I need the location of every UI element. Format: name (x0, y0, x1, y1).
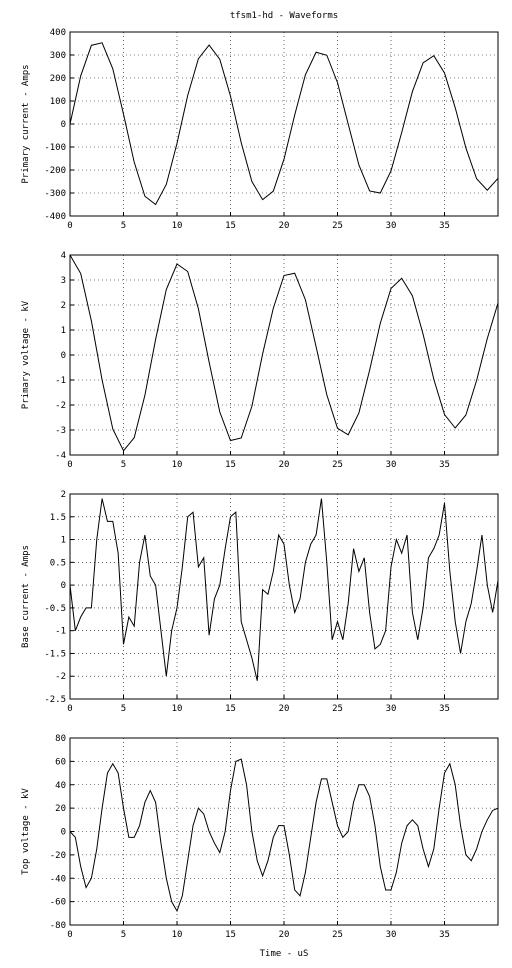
y-tick-label: -80 (50, 921, 66, 931)
y-tick-label: 1 (61, 536, 66, 546)
x-tick-label: 25 (332, 930, 343, 940)
y-axis-label: Primary current - Amps (21, 64, 31, 183)
x-tick-label: 15 (225, 704, 236, 714)
y-axis-label: Top voltage - kV (21, 788, 31, 875)
y-tick-label: 300 (50, 51, 66, 61)
x-axis-label: Time - uS (260, 949, 309, 959)
x-tick-label: 10 (172, 460, 183, 470)
waveform-line (69, 254, 499, 452)
y-tick-label: -60 (50, 898, 66, 908)
x-tick-label: 10 (172, 221, 183, 231)
x-tick-label: 5 (121, 460, 126, 470)
x-tick-label: 35 (439, 460, 450, 470)
y-tick-label: -1 (55, 376, 66, 386)
x-tick-label: 10 (172, 704, 183, 714)
y-tick-label: -300 (44, 189, 66, 199)
y-tick-label: -400 (44, 212, 66, 222)
x-tick-label: 15 (225, 460, 236, 470)
x-tick-label: 25 (332, 460, 343, 470)
y-tick-label: 2 (61, 490, 66, 500)
x-tick-label: 30 (386, 221, 397, 231)
x-tick-label: 0 (67, 704, 72, 714)
y-tick-label: -40 (50, 874, 66, 884)
y-tick-label: 0 (61, 120, 66, 130)
y-tick-label: 0.5 (50, 558, 66, 568)
y-axis-label: Base current - Amps (21, 545, 31, 648)
y-tick-label: -200 (44, 166, 66, 176)
x-tick-label: 25 (332, 221, 343, 231)
y-tick-label: 0 (61, 351, 66, 361)
x-tick-label: 35 (439, 704, 450, 714)
y-tick-label: 60 (55, 757, 66, 767)
y-axis-label: Primary voltage - kV (21, 300, 31, 409)
x-tick-label: 15 (225, 930, 236, 940)
x-tick-label: 5 (121, 221, 126, 231)
x-tick-label: 30 (386, 930, 397, 940)
y-tick-label: 20 (55, 804, 66, 814)
x-tick-label: 20 (279, 930, 290, 940)
y-tick-label: -2 (55, 401, 66, 411)
waveform-line (69, 498, 499, 681)
x-tick-label: 35 (439, 930, 450, 940)
x-tick-label: 25 (332, 704, 343, 714)
y-tick-label: -3 (55, 426, 66, 436)
x-tick-label: 20 (279, 221, 290, 231)
y-tick-label: 400 (50, 28, 66, 38)
y-tick-label: 80 (55, 734, 66, 744)
x-tick-label: 35 (439, 221, 450, 231)
y-tick-label: 200 (50, 74, 66, 84)
y-tick-label: -1 (55, 627, 66, 637)
y-tick-label: 0 (61, 581, 66, 591)
x-tick-label: 0 (67, 460, 72, 470)
y-tick-label: -2.5 (44, 695, 66, 705)
y-tick-label: 2 (61, 301, 66, 311)
y-tick-label: 40 (55, 781, 66, 791)
waveform-line (69, 42, 499, 206)
x-tick-label: 0 (67, 221, 72, 231)
waveform-line (69, 758, 499, 913)
x-tick-label: 30 (386, 704, 397, 714)
x-tick-label: 5 (121, 930, 126, 940)
y-tick-label: 1 (61, 326, 66, 336)
y-tick-label: 3 (61, 276, 66, 286)
x-tick-label: 20 (279, 460, 290, 470)
y-tick-label: 100 (50, 97, 66, 107)
y-tick-label: 0 (61, 828, 66, 838)
chart-title: tfsm1-hd - Waveforms (230, 11, 338, 21)
x-tick-label: 10 (172, 930, 183, 940)
y-tick-label: -2 (55, 672, 66, 682)
y-tick-label: 1.5 (50, 513, 66, 523)
y-tick-label: -100 (44, 143, 66, 153)
x-tick-label: 5 (121, 704, 126, 714)
x-tick-label: 15 (225, 221, 236, 231)
x-tick-label: 0 (67, 930, 72, 940)
x-tick-label: 20 (279, 704, 290, 714)
y-tick-label: -4 (55, 451, 66, 461)
plot-frame (69, 493, 499, 700)
y-tick-label: -1.5 (44, 649, 66, 659)
y-tick-label: -0.5 (44, 604, 66, 614)
y-tick-label: -20 (50, 851, 66, 861)
x-tick-label: 30 (386, 460, 397, 470)
y-tick-label: 4 (61, 251, 66, 261)
